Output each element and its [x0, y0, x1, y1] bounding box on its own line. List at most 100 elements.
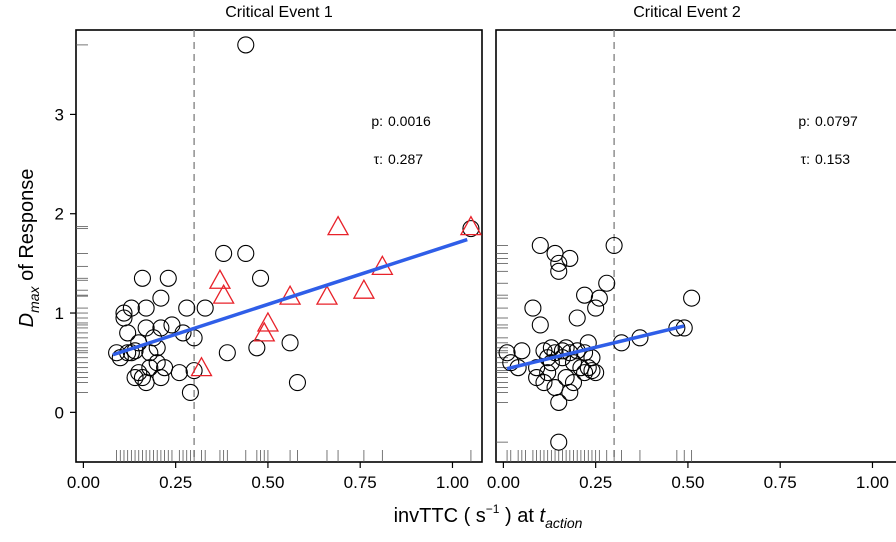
- data-point-circle: [133, 369, 151, 387]
- data-point-circle: [156, 359, 174, 377]
- x-tick-label: 0.50: [671, 473, 704, 492]
- data-point-circle: [568, 309, 586, 327]
- tau-label: τ:: [801, 151, 810, 167]
- data-point-circle: [281, 334, 299, 352]
- tau-value: 0.287: [388, 151, 423, 167]
- data-point-circle: [524, 299, 542, 317]
- panel-frame: [495, 29, 896, 463]
- data-point-circle: [539, 364, 557, 382]
- p-label: p:: [798, 113, 810, 129]
- data-point-circle: [553, 342, 571, 360]
- data-point-circle: [178, 299, 196, 317]
- data-point-circle: [542, 339, 560, 357]
- data-point-circle: [181, 383, 199, 402]
- y-tick-label: 0: [55, 403, 64, 422]
- x-tick-label: 0.25: [579, 473, 612, 492]
- panel-plot-area: [76, 30, 482, 462]
- data-point-circle: [542, 354, 560, 372]
- panel-2: Critical Event 2 p: 0.0797 τ: 0.153 0.00 0.25 0…: [487, 4, 896, 492]
- data-point-triangle: [256, 311, 280, 332]
- fit-line: [506, 324, 685, 371]
- data-point-circle: [564, 374, 583, 392]
- panel-title: Critical Event 1: [225, 4, 333, 21]
- data-point-circle: [550, 254, 568, 272]
- data-point-triangle: [212, 283, 235, 304]
- tau-value: 0.153: [815, 151, 850, 167]
- data-point-circle: [550, 433, 568, 451]
- data-point-circle: [137, 374, 155, 392]
- data-point-circle: [576, 364, 594, 382]
- data-point-circle: [218, 344, 236, 362]
- data-point-circle: [122, 299, 140, 317]
- y-tick-label: 1: [55, 304, 64, 323]
- data-point-circle: [148, 354, 166, 372]
- p-label: p:: [371, 113, 383, 129]
- p-value: 0.0016: [388, 113, 431, 129]
- data-point-circle: [587, 299, 605, 317]
- data-point-circle: [550, 393, 568, 411]
- data-point-circle: [137, 299, 155, 317]
- data-point-triangle: [459, 215, 482, 236]
- data-point-circle: [528, 369, 546, 387]
- data-point-circle: [248, 339, 266, 357]
- data-point-circle: [137, 319, 155, 337]
- data-point-circle: [126, 369, 144, 387]
- data-point-circle: [462, 220, 480, 238]
- data-point-triangle: [253, 321, 276, 342]
- data-point-circle: [561, 383, 579, 402]
- data-point-circle: [564, 354, 583, 372]
- data-point-circle: [683, 289, 701, 307]
- data-point-circle: [237, 36, 255, 54]
- data-point-circle: [152, 319, 170, 337]
- data-point-circle: [561, 249, 579, 267]
- tau-label: τ:: [374, 151, 383, 167]
- data-point-circle: [598, 274, 616, 292]
- data-point-circle: [170, 364, 188, 382]
- x-tick-label: 0.75: [764, 473, 797, 492]
- data-point-triangle: [208, 268, 232, 289]
- data-point-circle: [576, 286, 594, 304]
- x-axis-title: invTTC ( s−1 ) at taction: [394, 502, 583, 531]
- x-tick-label: 0.00: [487, 473, 520, 492]
- data-point-circle: [196, 299, 214, 317]
- fit-line: [112, 237, 468, 357]
- data-point-circle: [550, 262, 568, 280]
- x-tick-label: 0.75: [344, 473, 377, 492]
- data-point-triangle: [326, 215, 350, 236]
- y-tick-label: 3: [55, 105, 64, 124]
- panel-1: Critical Event 1 p: 0.0016 τ: 0.287 0.00 0.25 0…: [55, 4, 483, 492]
- y-axis-title: Dmax of Response: [16, 169, 42, 328]
- x-tick-label: 0.00: [67, 473, 100, 492]
- data-point-circle: [119, 324, 137, 342]
- chart-panels: Critical Event 1 p: 0.0016 τ: 0.287 0.00 0.25 0…: [55, 4, 896, 492]
- panel-title: Critical Event 2: [633, 4, 741, 21]
- data-point-triangle: [190, 356, 213, 377]
- data-point-circle: [251, 269, 270, 287]
- data-point-circle: [159, 269, 177, 287]
- data-point-circle: [141, 359, 159, 377]
- data-point-circle: [130, 364, 148, 382]
- data-point-circle: [498, 344, 516, 362]
- data-point-triangle: [315, 284, 339, 305]
- data-point-circle: [152, 369, 170, 387]
- y-tick-label: 2: [55, 205, 64, 224]
- data-point-circle: [587, 364, 605, 382]
- data-point-triangle: [352, 278, 375, 299]
- x-tick-label: 1.00: [436, 473, 469, 492]
- data-point-circle: [513, 342, 531, 360]
- data-point-circle: [288, 374, 307, 392]
- data-point-circle: [531, 236, 549, 255]
- data-point-circle: [215, 244, 233, 262]
- data-point-circle: [605, 236, 623, 255]
- data-point-circle: [557, 369, 575, 387]
- data-point-circle: [163, 316, 181, 334]
- data-point-circle: [546, 244, 564, 262]
- x-tick-label: 0.25: [159, 473, 192, 492]
- data-point-circle: [185, 362, 203, 380]
- data-point-circle: [590, 289, 608, 307]
- x-tick-label: 1.00: [856, 473, 889, 492]
- data-point-circle: [237, 244, 255, 262]
- data-point-circle: [133, 269, 151, 287]
- panel-frame: [75, 29, 483, 463]
- data-point-circle: [579, 359, 597, 377]
